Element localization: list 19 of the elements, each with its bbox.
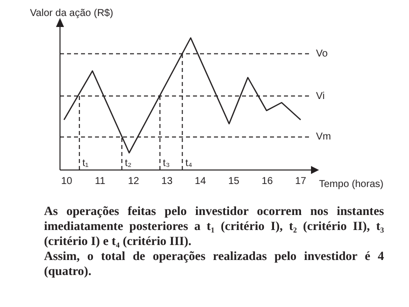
ref-line-label: Vi [316,90,325,102]
text: Assim, o total de operações realizadas pelo investidor é 4 (quatro). [44,249,384,279]
x-tick-label: 17 [295,176,307,187]
ref-line-label: t₃ [162,158,170,169]
x-tick-label: 11 [94,176,106,187]
ref-line-label: Vm [316,132,331,143]
text: As operações feitas pelo investidor ocorrem nos instantes imediatamente posteriores a t₁ (critério I), t₂ (critério II), t₃ (critério I) e t₄ (critério III). [44,204,384,249]
x-tick-label: 10 [61,176,73,187]
x-tick-label: 14 [194,176,206,187]
x-axis-title: Tempo (horas) [319,178,384,190]
x-tick-label: 16 [262,176,274,187]
ref-line-label: t₄ [185,158,192,169]
y-axis-title: Valor da ação (R$) [30,8,114,19]
x-tick-label: 13 [161,176,173,187]
x-tick-label: 15 [228,176,240,187]
ref-line-label: t₂ [124,158,132,169]
ref-line-label: Vo [316,48,328,60]
ref-line-label: t₁ [82,158,90,169]
x-tick-label: 12 [128,176,140,187]
